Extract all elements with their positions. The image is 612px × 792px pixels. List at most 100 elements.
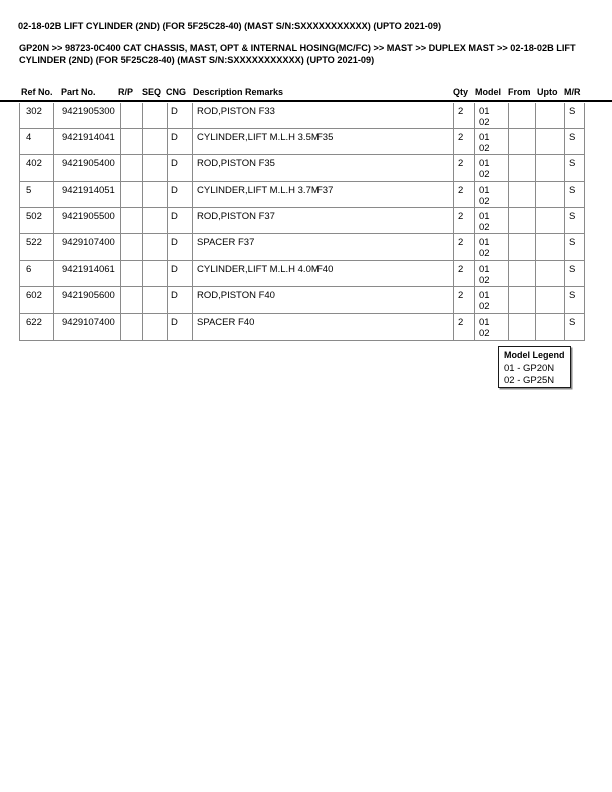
cell-upto (536, 313, 565, 341)
cell-qty: 2 (454, 313, 475, 341)
model-code-line: 01 (479, 290, 490, 302)
cell-rp (121, 287, 143, 313)
cell-rp (121, 260, 143, 287)
cell-rp (121, 155, 143, 181)
cell-desc: ROD,PISTON F33 (193, 102, 454, 128)
cell-qty: 2 (454, 287, 475, 313)
model-code-line: 02 (479, 274, 490, 286)
cell-upto (536, 234, 565, 260)
cell-cng: D (168, 181, 193, 208)
table-row: 402 9421905400 D ROD,PISTON F35 2 01 02 S (20, 155, 584, 182)
cell-upto (536, 128, 565, 155)
desc-text: CYLINDER,LIFT M.L.H 3.7M (197, 184, 319, 196)
model-legend-title: Model Legend (504, 350, 565, 360)
model-code-line: 01 (479, 158, 490, 170)
table-row: 6 9421914061 D CYLINDER,LIFT M.L.H 4.0M F40 2… (20, 260, 584, 288)
model-code-line: 02 (479, 222, 490, 234)
model-code-line: 02 (479, 327, 490, 339)
cell-mr: S (569, 184, 576, 196)
cell-from (509, 234, 536, 260)
cell-model: 01 02 (475, 128, 509, 155)
cell-qty: 2 (454, 155, 475, 181)
cell-from (509, 313, 536, 341)
column-header-ref: Ref No. (21, 87, 53, 97)
cell-ref: 602 (20, 287, 54, 313)
cell-part: 9421914041 (54, 128, 121, 155)
cell-seq (143, 208, 168, 234)
cell-cng: D (168, 287, 193, 313)
model-code-line: 01 (479, 131, 490, 143)
cell-seq (143, 234, 168, 260)
column-header-rp: R/P (118, 87, 134, 97)
cell-qty: 2 (454, 208, 475, 234)
cell-part: 9421914061 (54, 260, 121, 287)
column-header-upto: Upto (537, 87, 558, 97)
desc-text: ROD,PISTON F35 (197, 158, 275, 170)
desc-text: ROD,PISTON F37 (197, 211, 275, 223)
desc-text: SPACER F37 (197, 237, 255, 249)
cell-mr: S (569, 237, 576, 249)
desc-remark: F40 (317, 263, 334, 275)
column-header-mr: M/R (564, 87, 581, 97)
cell-cng: D (168, 313, 193, 341)
cell-upto (536, 155, 565, 181)
cell-from (509, 287, 536, 313)
cell-part: 9429107400 (54, 234, 121, 260)
cell-cng: D (168, 128, 193, 155)
cell-from (509, 155, 536, 181)
cell-part: 9421905400 (54, 155, 121, 181)
cell-desc: ROD,PISTON F37 (193, 208, 454, 234)
cell-desc: ROD,PISTON F35 (193, 155, 454, 181)
cell-qty: 2 (454, 128, 475, 155)
cell-model: 01 02 (475, 155, 509, 181)
cell-mr: S (569, 131, 576, 143)
cell-desc: SPACER F40 (193, 313, 454, 341)
table-row: 5 9421914051 D CYLINDER,LIFT M.L.H 3.7M F37 2… (20, 181, 584, 209)
cell-model: 01 02 (475, 313, 509, 341)
column-header-qty: Qty (453, 87, 469, 97)
table-row: 522 9429107400 D SPACER F37 2 01 02 S (20, 234, 584, 261)
cell-cng: D (168, 155, 193, 181)
column-header-description: Description Remarks (193, 87, 284, 97)
cell-ref: 302 (20, 102, 54, 128)
cell-rp (121, 128, 143, 155)
cell-qty: 2 (454, 102, 475, 128)
model-code-line: 01 (479, 263, 490, 275)
cell-seq (143, 260, 168, 287)
cell-upto (536, 102, 565, 128)
model-code-line: 02 (479, 301, 490, 313)
table-row: 502 9421905500 D ROD,PISTON F37 2 01 02 S (20, 208, 584, 235)
model-legend: Model Legend 01 - GP20N 02 - GP25N (498, 346, 571, 388)
column-header-cng: CNG (166, 87, 186, 97)
cell-mr: S (569, 263, 576, 275)
page-title: 02-18-02B LIFT CYLINDER (2ND) (FOR 5F25C… (18, 21, 442, 31)
cell-upto (536, 287, 565, 313)
cell-desc: SPACER F37 (193, 234, 454, 260)
cell-model: 01 02 (475, 181, 509, 208)
model-code-line: 01 (479, 237, 490, 249)
cell-seq (143, 128, 168, 155)
cell-cng: D (168, 102, 193, 128)
cell-qty: 2 (454, 234, 475, 260)
cell-part: 9429107400 (54, 313, 121, 341)
cell-ref: 6 (20, 260, 54, 287)
cell-seq (143, 313, 168, 341)
cell-desc: ROD,PISTON F40 (193, 287, 454, 313)
cell-model: 01 02 (475, 260, 509, 287)
cell-part: 9421905500 (54, 208, 121, 234)
cell-qty: 2 (454, 260, 475, 287)
breadcrumb: GP20N >> 98723-0C400 CAT CHASSIS, MAST, … (19, 43, 576, 66)
cell-ref: 622 (20, 313, 54, 341)
desc-text: SPACER F40 (197, 316, 255, 328)
model-code-line: 02 (479, 195, 490, 207)
breadcrumb-line: GP20N >> 98723-0C400 CAT CHASSIS, MAST, … (19, 43, 576, 53)
cell-upto (536, 260, 565, 287)
cell-seq (143, 155, 168, 181)
cell-model: 01 02 (475, 234, 509, 260)
cell-ref: 5 (20, 181, 54, 208)
cell-part: 9421905300 (54, 102, 121, 128)
model-code-line: 01 (479, 316, 490, 328)
column-header-part: Part No. (61, 87, 96, 97)
cell-from (509, 208, 536, 234)
desc-text: CYLINDER,LIFT M.L.H 4.0M (197, 263, 319, 275)
